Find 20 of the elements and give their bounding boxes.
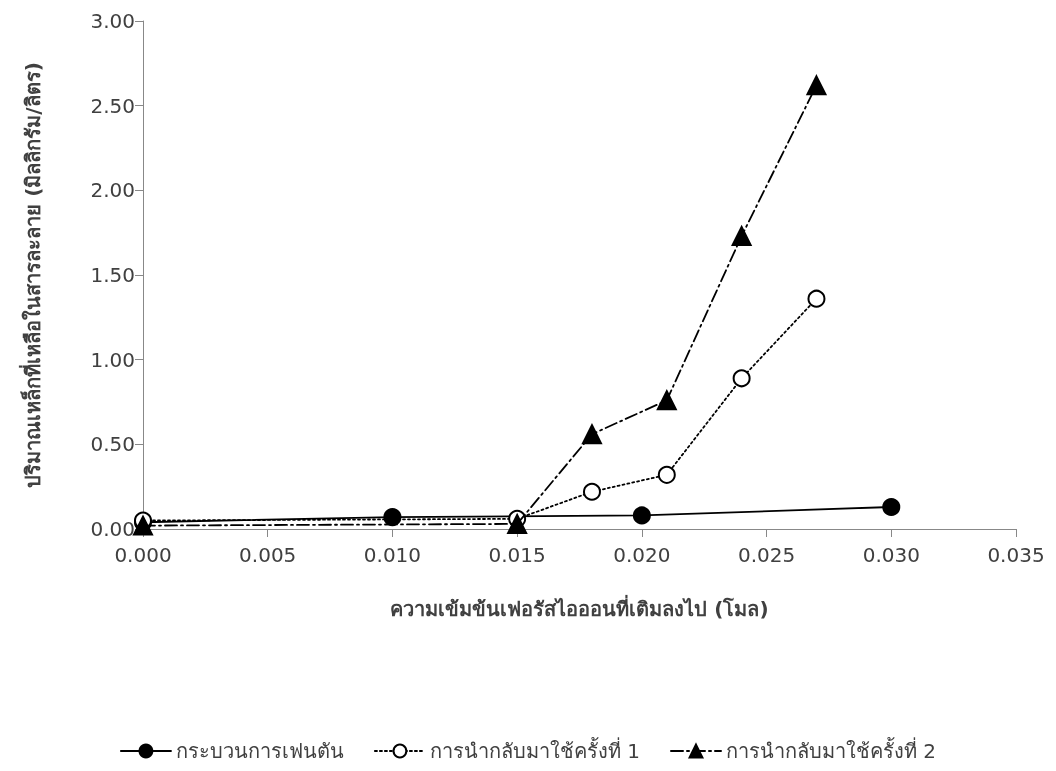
legend-label: กระบวนการเฟนตัน — [175, 739, 344, 763]
x-axis-title: ความเข้มข้นเฟอรัสไอออนที่เติมลงไป (โมล) — [390, 594, 769, 621]
legend-label: การนำกลับมาใช้ครั้งที่ 2 — [726, 737, 937, 763]
y-tick-label: 2.00 — [90, 178, 135, 203]
x-tick-label: 0.035 — [987, 543, 1045, 567]
x-tick-label: 0.030 — [862, 543, 920, 567]
x-tick-label: 0.025 — [737, 543, 796, 567]
legend-label: การนำกลับมาใช้ครั้งที่ 1 — [429, 737, 641, 763]
x-tick-label: 0.015 — [488, 543, 546, 567]
y-tick-label: 0.50 — [90, 432, 135, 457]
y-tick-label: 2.50 — [90, 93, 135, 118]
x-tick-label: 0.000 — [114, 543, 172, 567]
y-tick-label: 1.50 — [90, 263, 135, 287]
x-tick-label: 0.010 — [363, 543, 422, 567]
x-tick-label: 0.005 — [239, 543, 297, 567]
y-axis-title: ปริมาณเหล็กที่เหลือในสารละลาย (มิลลิกรัม/ลิตร) — [18, 62, 45, 488]
x-tick-label: 0.020 — [613, 543, 671, 567]
y-tick-label: 0.00 — [90, 517, 135, 541]
y-tick-label: 1.00 — [90, 347, 135, 372]
y-tick-label: 3.00 — [90, 9, 135, 33]
